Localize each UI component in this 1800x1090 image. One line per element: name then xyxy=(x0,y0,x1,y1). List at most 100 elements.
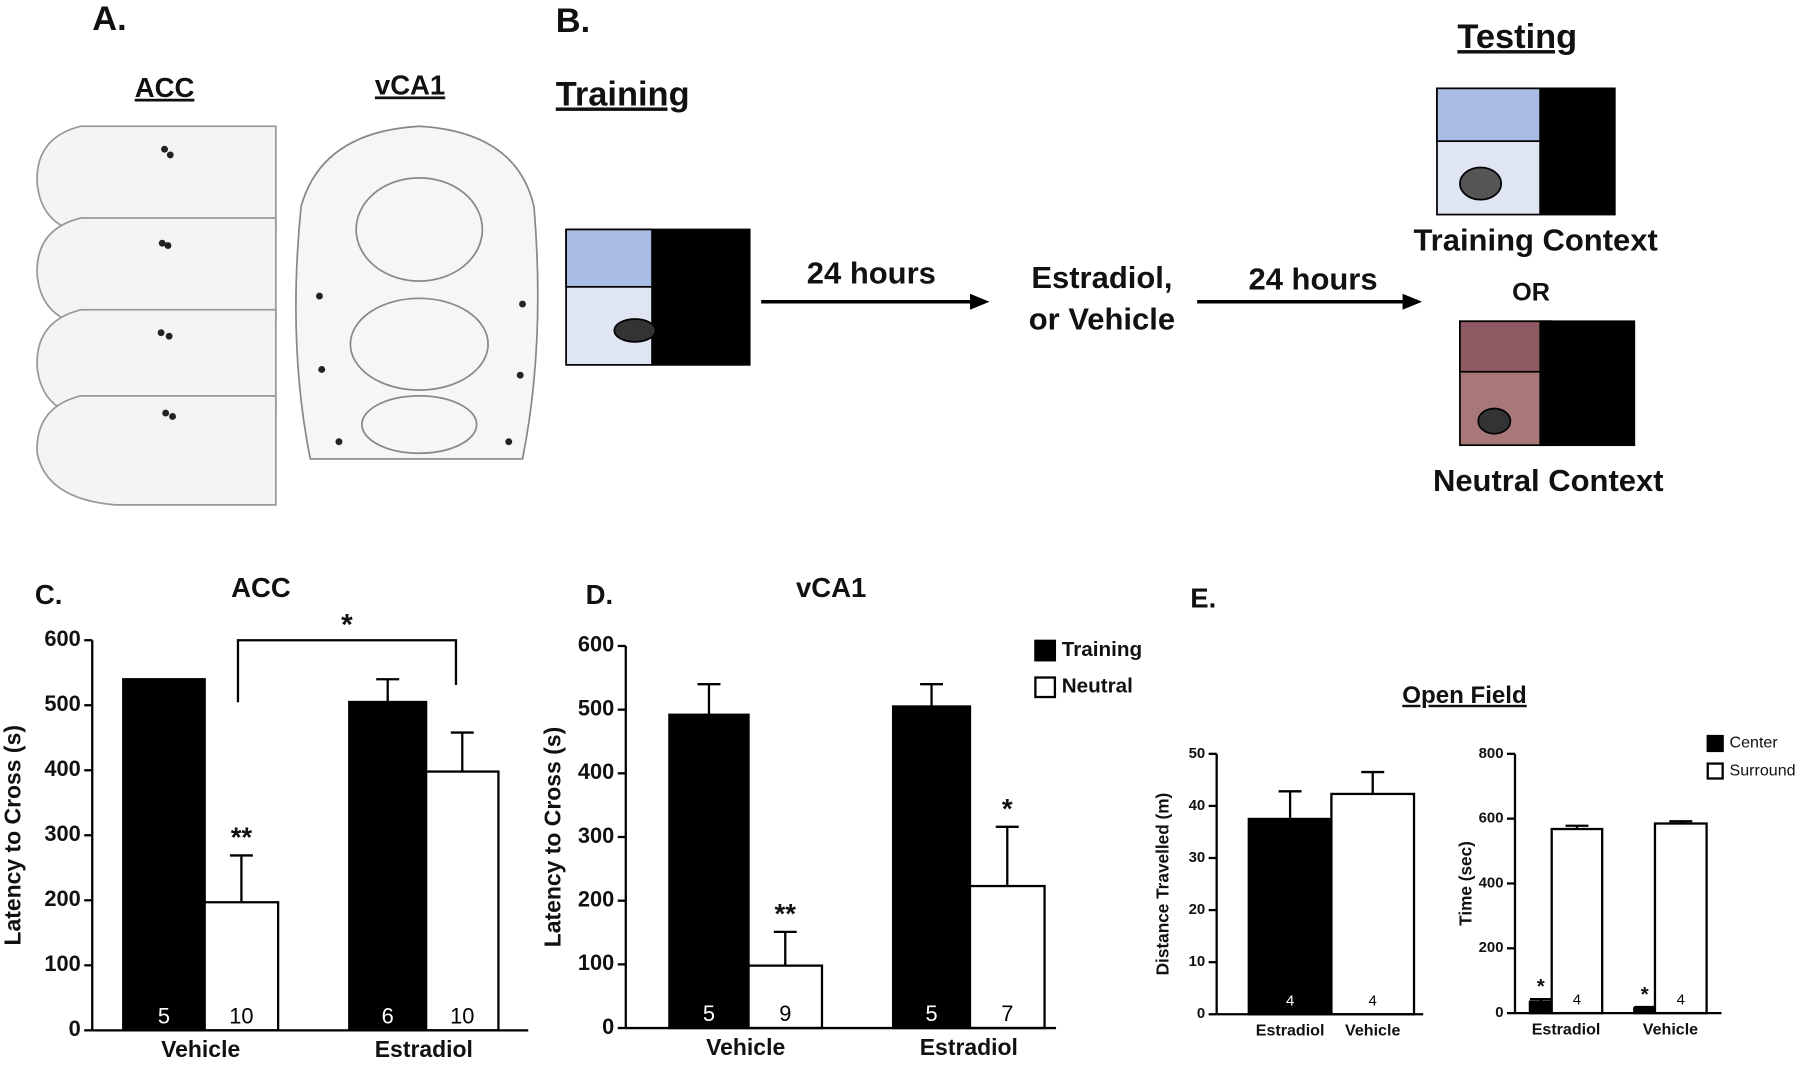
bar xyxy=(747,964,824,1030)
legend-label: Training xyxy=(1062,638,1142,661)
y-tick-label: 100 xyxy=(44,951,80,976)
legend-label: Center xyxy=(1730,734,1779,752)
x-tick-label: Estradiol xyxy=(1532,1021,1601,1039)
section-title: Testing xyxy=(1457,18,1577,56)
y-tick-label: 300 xyxy=(578,823,614,848)
section-title: Training xyxy=(556,75,690,113)
significance: * xyxy=(1641,983,1650,1006)
y-tick-label: 200 xyxy=(578,886,614,911)
bar xyxy=(1653,822,1708,1015)
training-box xyxy=(565,228,751,366)
panel-label: D. xyxy=(586,579,614,610)
n-label: 5 xyxy=(703,1001,715,1026)
acc-sections xyxy=(36,125,277,506)
y-tick-label: 100 xyxy=(578,950,614,975)
y-tick-label: 400 xyxy=(44,756,80,781)
y-tick-label: 800 xyxy=(1479,746,1504,762)
or-label: OR xyxy=(1512,278,1550,306)
y-tick-label: 200 xyxy=(44,886,80,911)
y-tick-label: 400 xyxy=(1479,875,1504,891)
n-label: 5 xyxy=(925,1001,937,1026)
y-tick-label: 500 xyxy=(44,691,80,716)
arrow xyxy=(761,293,990,310)
y-axis-label: Time (sec) xyxy=(1455,841,1475,926)
y-tick-label: 0 xyxy=(69,1016,81,1041)
y-tick-label: 30 xyxy=(1189,850,1206,866)
panel-label: C. xyxy=(35,579,63,610)
delay-label: 24 hours xyxy=(1249,261,1378,296)
bar xyxy=(668,713,750,1030)
bar xyxy=(1247,817,1333,1016)
bar xyxy=(424,770,500,1032)
panel-label: B. xyxy=(556,2,590,40)
legend-swatch xyxy=(1706,734,1724,753)
x-tick-label: Estradiol xyxy=(375,1036,473,1062)
x-tick-label: Vehicle xyxy=(1643,1021,1698,1039)
n-label: 10 xyxy=(450,1003,474,1028)
y-tick-label: 0 xyxy=(1197,1006,1205,1022)
y-tick-label: 20 xyxy=(1189,902,1206,918)
y-tick-label: 10 xyxy=(1189,954,1206,970)
section-title: ACC xyxy=(135,72,195,103)
significance: * xyxy=(1002,793,1013,824)
y-axis-label: Latency to Cross (s) xyxy=(540,727,566,948)
significance: ** xyxy=(231,822,253,853)
bar xyxy=(968,884,1046,1030)
y-tick-label: 200 xyxy=(1479,940,1504,956)
y-tick-label: 400 xyxy=(578,759,614,784)
y-tick-label: 50 xyxy=(1189,746,1206,762)
bracket xyxy=(236,639,458,703)
y-tick-label: 500 xyxy=(578,695,614,720)
n-label: 9 xyxy=(779,1001,791,1026)
n-label: 6 xyxy=(382,1003,394,1028)
n-label: 10 xyxy=(229,1003,253,1028)
legend-swatch xyxy=(1034,639,1057,662)
bar xyxy=(1330,792,1416,1016)
y-tick-label: 0 xyxy=(1495,1005,1503,1021)
x-tick-label: Vehicle xyxy=(1345,1022,1400,1040)
y-tick-label: 0 xyxy=(602,1014,614,1039)
bar xyxy=(203,901,280,1032)
panel-label: A. xyxy=(92,0,126,38)
section-title: vCA1 xyxy=(375,69,445,100)
context-label: Neutral Context xyxy=(1433,463,1664,498)
y-axis-label: Distance Travelled (m) xyxy=(1152,793,1172,976)
chart-title: vCA1 xyxy=(796,572,866,603)
vca1-sections xyxy=(295,125,539,460)
panel-label: E. xyxy=(1190,582,1216,613)
y-tick-label: 600 xyxy=(44,626,80,651)
section-title: Open Field xyxy=(1402,682,1526,709)
bar xyxy=(348,700,428,1032)
delay-label: 24 hours xyxy=(807,256,936,291)
bar xyxy=(1528,1000,1553,1015)
arrow xyxy=(1197,293,1423,310)
bar xyxy=(1550,827,1604,1015)
x-tick-label: Vehicle xyxy=(706,1034,785,1060)
treatment-label: or Vehicle xyxy=(1029,301,1175,336)
n-label: 4 xyxy=(1286,994,1294,1010)
n-label: 4 xyxy=(1677,992,1685,1008)
bar xyxy=(891,705,972,1030)
y-tick-label: 40 xyxy=(1189,798,1206,814)
significance: ** xyxy=(775,898,797,929)
x-tick-label: Vehicle xyxy=(161,1036,240,1062)
bar xyxy=(122,678,206,1032)
n-label: 4 xyxy=(1573,992,1581,1008)
n-label: 5 xyxy=(158,1003,170,1028)
y-tick-label: 300 xyxy=(44,821,80,846)
y-tick-label: 600 xyxy=(1479,811,1504,827)
testing-box xyxy=(1436,87,1636,447)
n-label: 4 xyxy=(1369,994,1377,1010)
x-tick-label: Estradiol xyxy=(1256,1022,1325,1040)
legend-label: Surround xyxy=(1730,761,1796,779)
treatment-label: Estradiol, xyxy=(1031,260,1172,295)
legend-label: Neutral xyxy=(1062,675,1133,698)
legend-swatch xyxy=(1034,676,1057,699)
y-tick-label: 600 xyxy=(578,632,614,657)
legend-swatch xyxy=(1706,762,1724,780)
y-axis-label: Latency to Cross (s) xyxy=(0,725,25,946)
n-label: 7 xyxy=(1001,1001,1013,1026)
chart-title: ACC xyxy=(231,572,291,603)
